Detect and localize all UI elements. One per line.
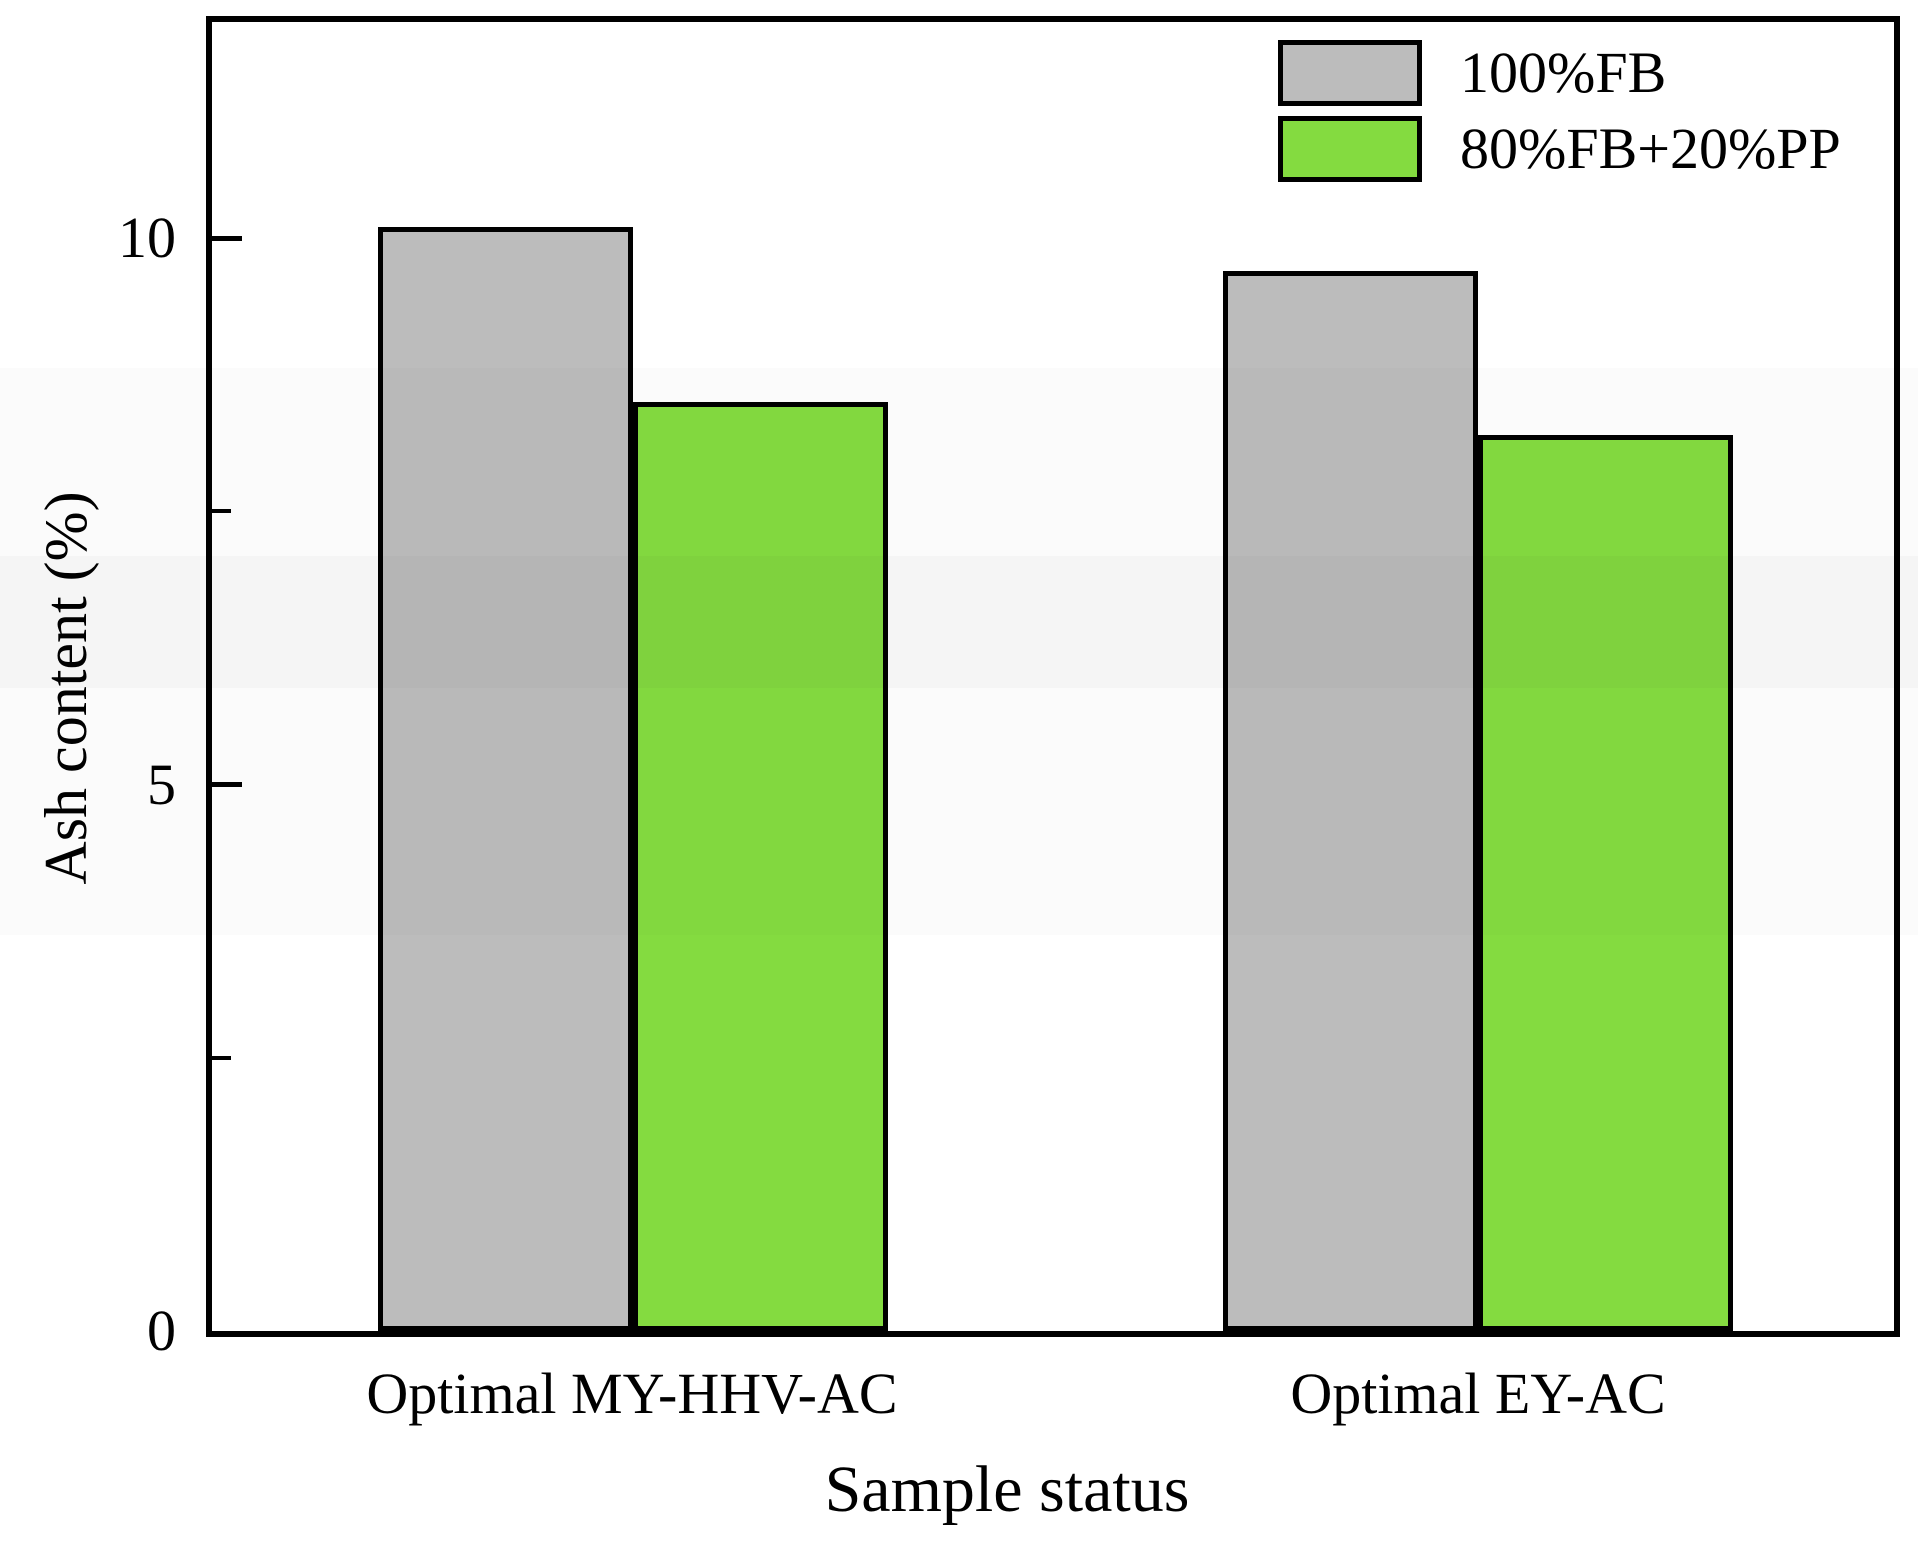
y-tick-label-5: 5: [147, 751, 176, 817]
y-tick-label-0: 0: [147, 1298, 176, 1363]
y-axis-title: Ash content (%): [33, 491, 99, 885]
legend-swatch-80fb-20pp: [1278, 116, 1422, 182]
legend-label-80fb-20pp: 80%FB+20%PP: [1460, 116, 1841, 181]
legend-item-100fb: 100%FB: [1278, 40, 1841, 106]
x-category-label-1: Optimal MY-HHV-AC: [366, 1361, 898, 1426]
y-tick-label-10: 10: [118, 205, 176, 270]
legend-swatch-100fb: [1278, 40, 1422, 106]
y-tick-minor-7.5: [212, 509, 231, 514]
y-tick-major-10: [212, 235, 242, 241]
bar-100fb-group2: [1223, 270, 1478, 1331]
y-tick-minor-2.5: [212, 1055, 231, 1060]
x-axis-title: Sample status: [824, 1453, 1190, 1526]
y-tick-major-5: [212, 782, 242, 787]
bar-100fb-group1: [377, 227, 633, 1331]
legend: 100%FB 80%FB+20%PP: [1278, 40, 1841, 192]
legend-label-100fb: 100%FB: [1460, 40, 1667, 105]
legend-item-80fb-20pp: 80%FB+20%PP: [1278, 116, 1841, 182]
x-category-label-2: Optimal EY-AC: [1290, 1361, 1666, 1426]
bar-80fb20pp-group1: [632, 401, 888, 1331]
bar-80fb20pp-group2: [1478, 434, 1733, 1331]
plot-area: [206, 16, 1900, 1337]
